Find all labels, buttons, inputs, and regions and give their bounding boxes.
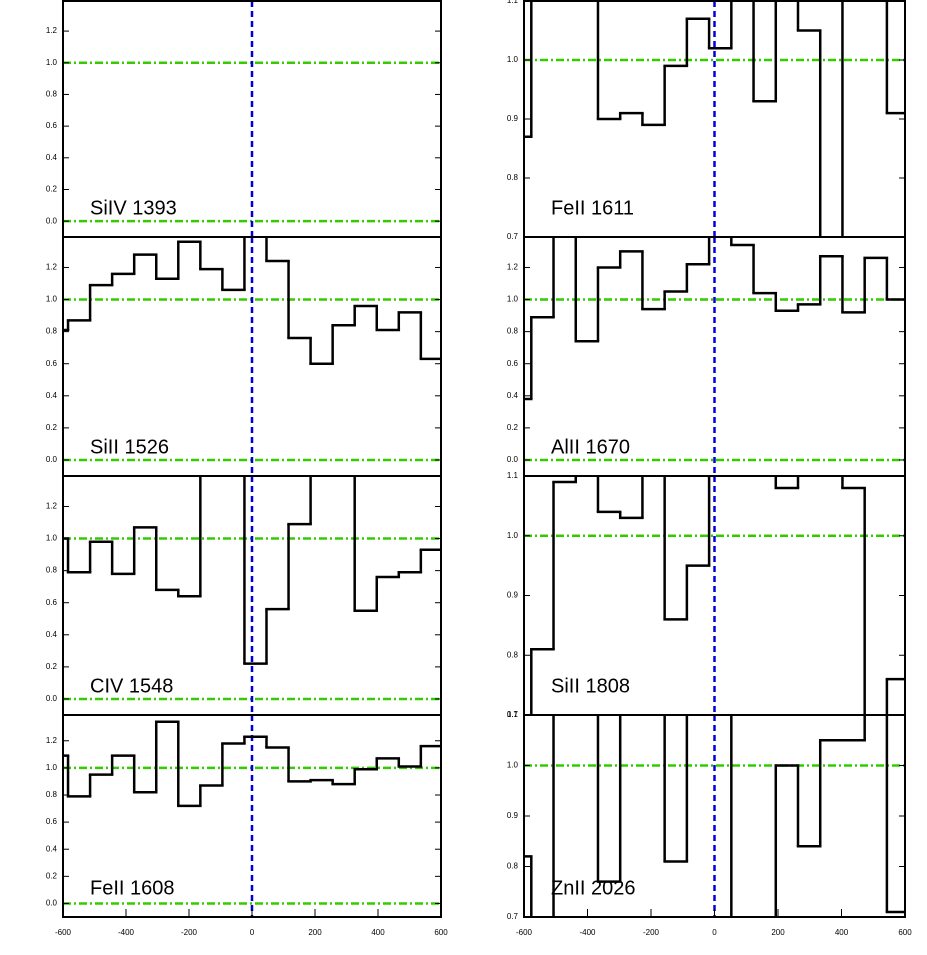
x-tick-label: -400 — [579, 928, 596, 937]
y-tick-label: 1.0 — [507, 55, 519, 64]
panel-title: CIV 1548 — [90, 675, 173, 697]
y-tick-label: 0.9 — [507, 591, 519, 600]
plot-area — [63, 237, 441, 476]
y-tick-label: 0.8 — [507, 327, 519, 336]
y-tick-label: 1.0 — [46, 534, 58, 543]
x-tick-label: 400 — [835, 928, 849, 937]
y-tick-label: 0.8 — [46, 90, 58, 99]
y-tick-label: 0.4 — [46, 844, 58, 853]
panel-title: AlII 1670 — [551, 436, 630, 458]
panel: 0.0 0.2 0.4 0.6 0.8 1.0 1.2 -600 -400 -200 0 200 400… — [46, 714, 448, 937]
y-tick-label: 1.2 — [507, 263, 519, 272]
y-tick-label: 0.6 — [46, 359, 58, 368]
y-tick-label: 0.6 — [46, 817, 58, 826]
y-tick-label: 1.0 — [46, 763, 58, 772]
plot-area — [63, 715, 441, 917]
x-tick-label: -200 — [643, 928, 660, 937]
y-tick-label: 0.7 — [507, 912, 519, 921]
y-tick-label: 0.0 — [507, 455, 519, 464]
panel: 0.0 0.2 0.4 0.6 0.8 1.0 1.2 CIV 1548 — [46, 475, 442, 716]
panel-title: SiII 1526 — [90, 436, 169, 458]
y-tick-label: 1.0 — [46, 58, 58, 67]
panel: 0.0 0.2 0.4 0.6 0.8 1.0 1.2 SiIV 1393 — [46, 0, 442, 238]
y-tick-label: 0.6 — [507, 359, 519, 368]
x-tick-label: -600 — [516, 928, 533, 937]
panel: 0.0 0.2 0.4 0.6 0.8 1.0 1.2 SiII 1526 — [46, 236, 442, 477]
y-tick-label: 0.9 — [507, 811, 519, 820]
y-tick-label: 0.4 — [507, 391, 519, 400]
plot-area — [524, 237, 905, 476]
panel-frame — [523, 714, 906, 918]
y-tick-label: 0.6 — [46, 121, 58, 130]
x-tick-label: 600 — [898, 928, 912, 937]
panel: 0.7 0.8 0.9 1.0 1.1 FeII 1611 — [507, 0, 906, 241]
plot-area — [524, 1, 905, 237]
x-tick-label: -600 — [55, 928, 72, 937]
y-tick-label: 0.2 — [46, 662, 58, 671]
y-tick-label: 1.0 — [46, 295, 58, 304]
y-tick-label: 0.8 — [46, 566, 58, 575]
y-tick-label: 0.8 — [507, 862, 519, 871]
y-tick-label: 0.8 — [507, 173, 519, 182]
y-tick-label: 1.2 — [46, 736, 58, 745]
y-tick-label: 0.8 — [46, 790, 58, 799]
x-tick-label: 200 — [771, 928, 785, 937]
x-tick-label: 0 — [250, 928, 255, 937]
panel-frame — [62, 714, 442, 918]
panel-title: ZnII 2026 — [551, 877, 636, 899]
y-tick-label: 0.6 — [46, 598, 58, 607]
y-tick-label: 1.2 — [46, 26, 58, 35]
y-tick-label: 0.4 — [46, 391, 58, 400]
y-tick-label: 1.0 — [507, 295, 519, 304]
y-tick-label: 1.0 — [507, 531, 519, 540]
panel: 0.7 0.8 0.9 1.0 1.1 -600 -400 -200 0 200 400 600 ZnI… — [507, 710, 912, 937]
y-tick-label: 1.2 — [46, 263, 58, 272]
plot-area — [63, 476, 441, 715]
x-tick-label: -400 — [118, 928, 135, 937]
y-tick-label: 0.7 — [507, 710, 519, 719]
y-tick-label: 0.4 — [46, 153, 58, 162]
y-tick-label: 0.2 — [46, 423, 58, 432]
panel-title: SiIV 1393 — [90, 197, 177, 219]
y-tick-label: 1.1 — [507, 710, 519, 719]
y-tick-label: 0.0 — [46, 899, 58, 908]
y-tick-label: 0.0 — [46, 216, 58, 225]
y-tick-label: 1.2 — [46, 502, 58, 511]
y-tick-label: 0.2 — [46, 871, 58, 880]
y-tick-label: 1.1 — [507, 0, 519, 5]
y-tick-label: 0.8 — [46, 327, 58, 336]
panel-title: FeII 1611 — [551, 197, 634, 219]
y-tick-label: 0.8 — [507, 650, 519, 659]
plot-area — [524, 715, 905, 917]
y-tick-label: 0.0 — [46, 455, 58, 464]
y-tick-label: 0.9 — [507, 114, 519, 123]
panel: 0.0 0.2 0.4 0.6 0.8 1.0 1.2 AlII 1670 — [507, 236, 906, 477]
x-tick-label: 400 — [371, 928, 385, 937]
x-tick-label: -200 — [181, 928, 198, 937]
y-tick-label: 0.4 — [46, 630, 58, 639]
y-tick-label: 0.0 — [46, 694, 58, 703]
y-tick-label: 1.0 — [507, 761, 519, 770]
y-tick-label: 0.7 — [507, 232, 519, 241]
x-tick-label: 200 — [308, 928, 322, 937]
x-tick-label: 600 — [434, 928, 448, 937]
plot-area — [63, 1, 441, 237]
y-tick-label: 0.2 — [46, 185, 58, 194]
panel-title: SiII 1808 — [551, 675, 630, 697]
panel-title: FeII 1608 — [90, 877, 175, 899]
x-tick-label: 0 — [712, 928, 717, 937]
y-tick-label: 0.2 — [507, 423, 519, 432]
y-tick-label: 1.1 — [507, 471, 519, 480]
